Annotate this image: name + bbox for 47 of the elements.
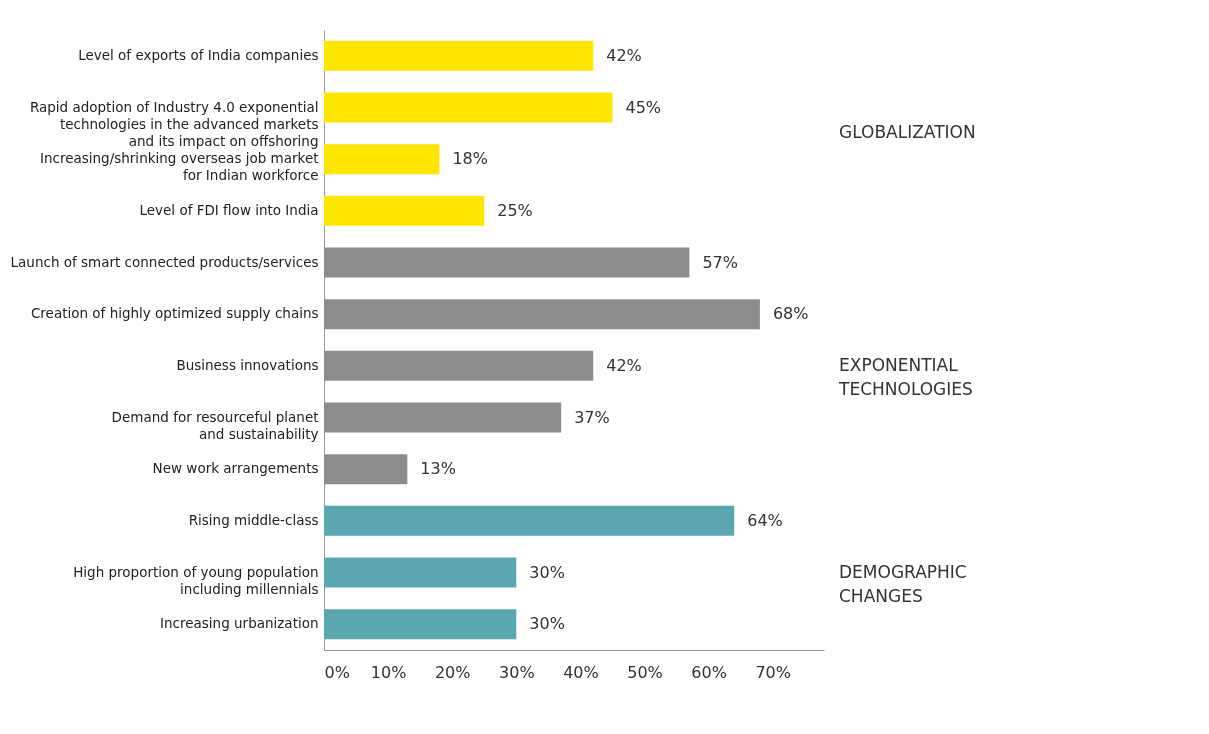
y-tick-label: New work arrangements <box>152 460 319 477</box>
data-label: 64% <box>747 510 783 530</box>
data-label: 30% <box>529 614 565 634</box>
y-tick-label: Rapid adoption of Industry 4.0 exponential technologies in the advanced markets and its impact on offshoring <box>29 98 319 149</box>
bar <box>324 557 517 588</box>
y-tick-label: Increasing urbanization <box>160 615 319 632</box>
bar <box>324 350 594 381</box>
bar <box>324 454 408 485</box>
bar <box>324 299 760 330</box>
text: GLOBALIZATION <box>839 122 976 143</box>
y-tick-label: Launch of smart connected products/services <box>10 253 319 270</box>
y-tick-label: Demand for resourceful planet and sustainability <box>111 408 319 442</box>
text: EXPONENTIAL TECHNOLOGIES <box>838 354 973 399</box>
data-label: 25% <box>497 200 533 220</box>
data-label: 30% <box>529 562 565 582</box>
y-tick-label: Level of FDI flow into India <box>139 201 319 218</box>
data-label: 57% <box>702 252 738 272</box>
bar <box>324 609 517 640</box>
x-tick-label: 60% <box>691 662 727 682</box>
x-tick-label: 50% <box>627 662 663 682</box>
bar <box>324 402 562 433</box>
x-tick-label: 20% <box>434 662 471 682</box>
bar <box>324 40 594 71</box>
bar <box>324 92 613 123</box>
x-tick-label: 30% <box>499 662 535 682</box>
data-label: 42% <box>606 45 642 65</box>
y-tick-label: High proportion of young population including millennials <box>73 563 319 597</box>
data-label: 42% <box>606 355 642 375</box>
data-label: 18% <box>452 149 488 169</box>
x-tick-label: 40% <box>563 662 599 682</box>
bar <box>324 505 735 536</box>
bar <box>324 247 690 278</box>
y-tick-label: Creation of highly optimized supply chains <box>30 305 319 322</box>
x-tick-label: 70% <box>755 662 791 682</box>
bar <box>324 144 440 175</box>
y-tick-label: Increasing/shrinking overseas job market for Indian workforce <box>39 150 319 184</box>
x-tick-label: 0% <box>324 662 350 682</box>
y-tick-label: Business innovations <box>176 356 319 373</box>
data-label: 13% <box>420 459 456 479</box>
y-tick-label: Rising middle-class <box>188 511 319 528</box>
bar <box>324 195 485 226</box>
text: DEMOGRAPHIC CHANGES <box>839 561 967 606</box>
data-label: 37% <box>574 407 610 427</box>
data-label: 45% <box>625 97 662 117</box>
x-tick-label: 10% <box>370 662 407 682</box>
data-label: 68% <box>772 304 809 324</box>
y-tick-label: Level of exports of India companies <box>78 46 319 63</box>
